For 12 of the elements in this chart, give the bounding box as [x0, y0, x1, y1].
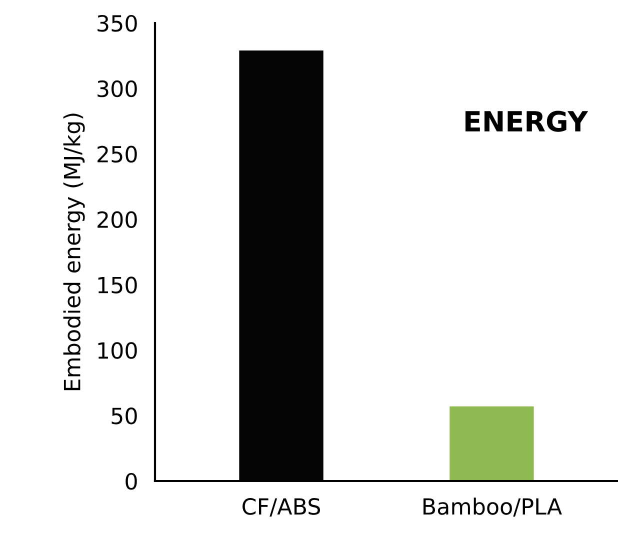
- annotation: ENERGY: [466, 110, 588, 132]
- y-tick-label: 300: [98, 80, 137, 98]
- y-tick-label: 100: [98, 342, 137, 359]
- y-axis-title: Embodied energy (MJ/kg): [63, 114, 85, 390]
- y-tick-label: 250: [98, 146, 137, 163]
- y-tick-label: 350: [98, 14, 137, 32]
- x-tick-label: Bamboo/PLA: [424, 498, 562, 517]
- y-tick-label: 200: [98, 211, 137, 228]
- y-tick-label: 0: [126, 472, 137, 490]
- y-tick-label: 50: [112, 408, 137, 424]
- x-tick-label: CF/ABS: [242, 498, 320, 517]
- y-tick-label: 150: [98, 276, 137, 294]
